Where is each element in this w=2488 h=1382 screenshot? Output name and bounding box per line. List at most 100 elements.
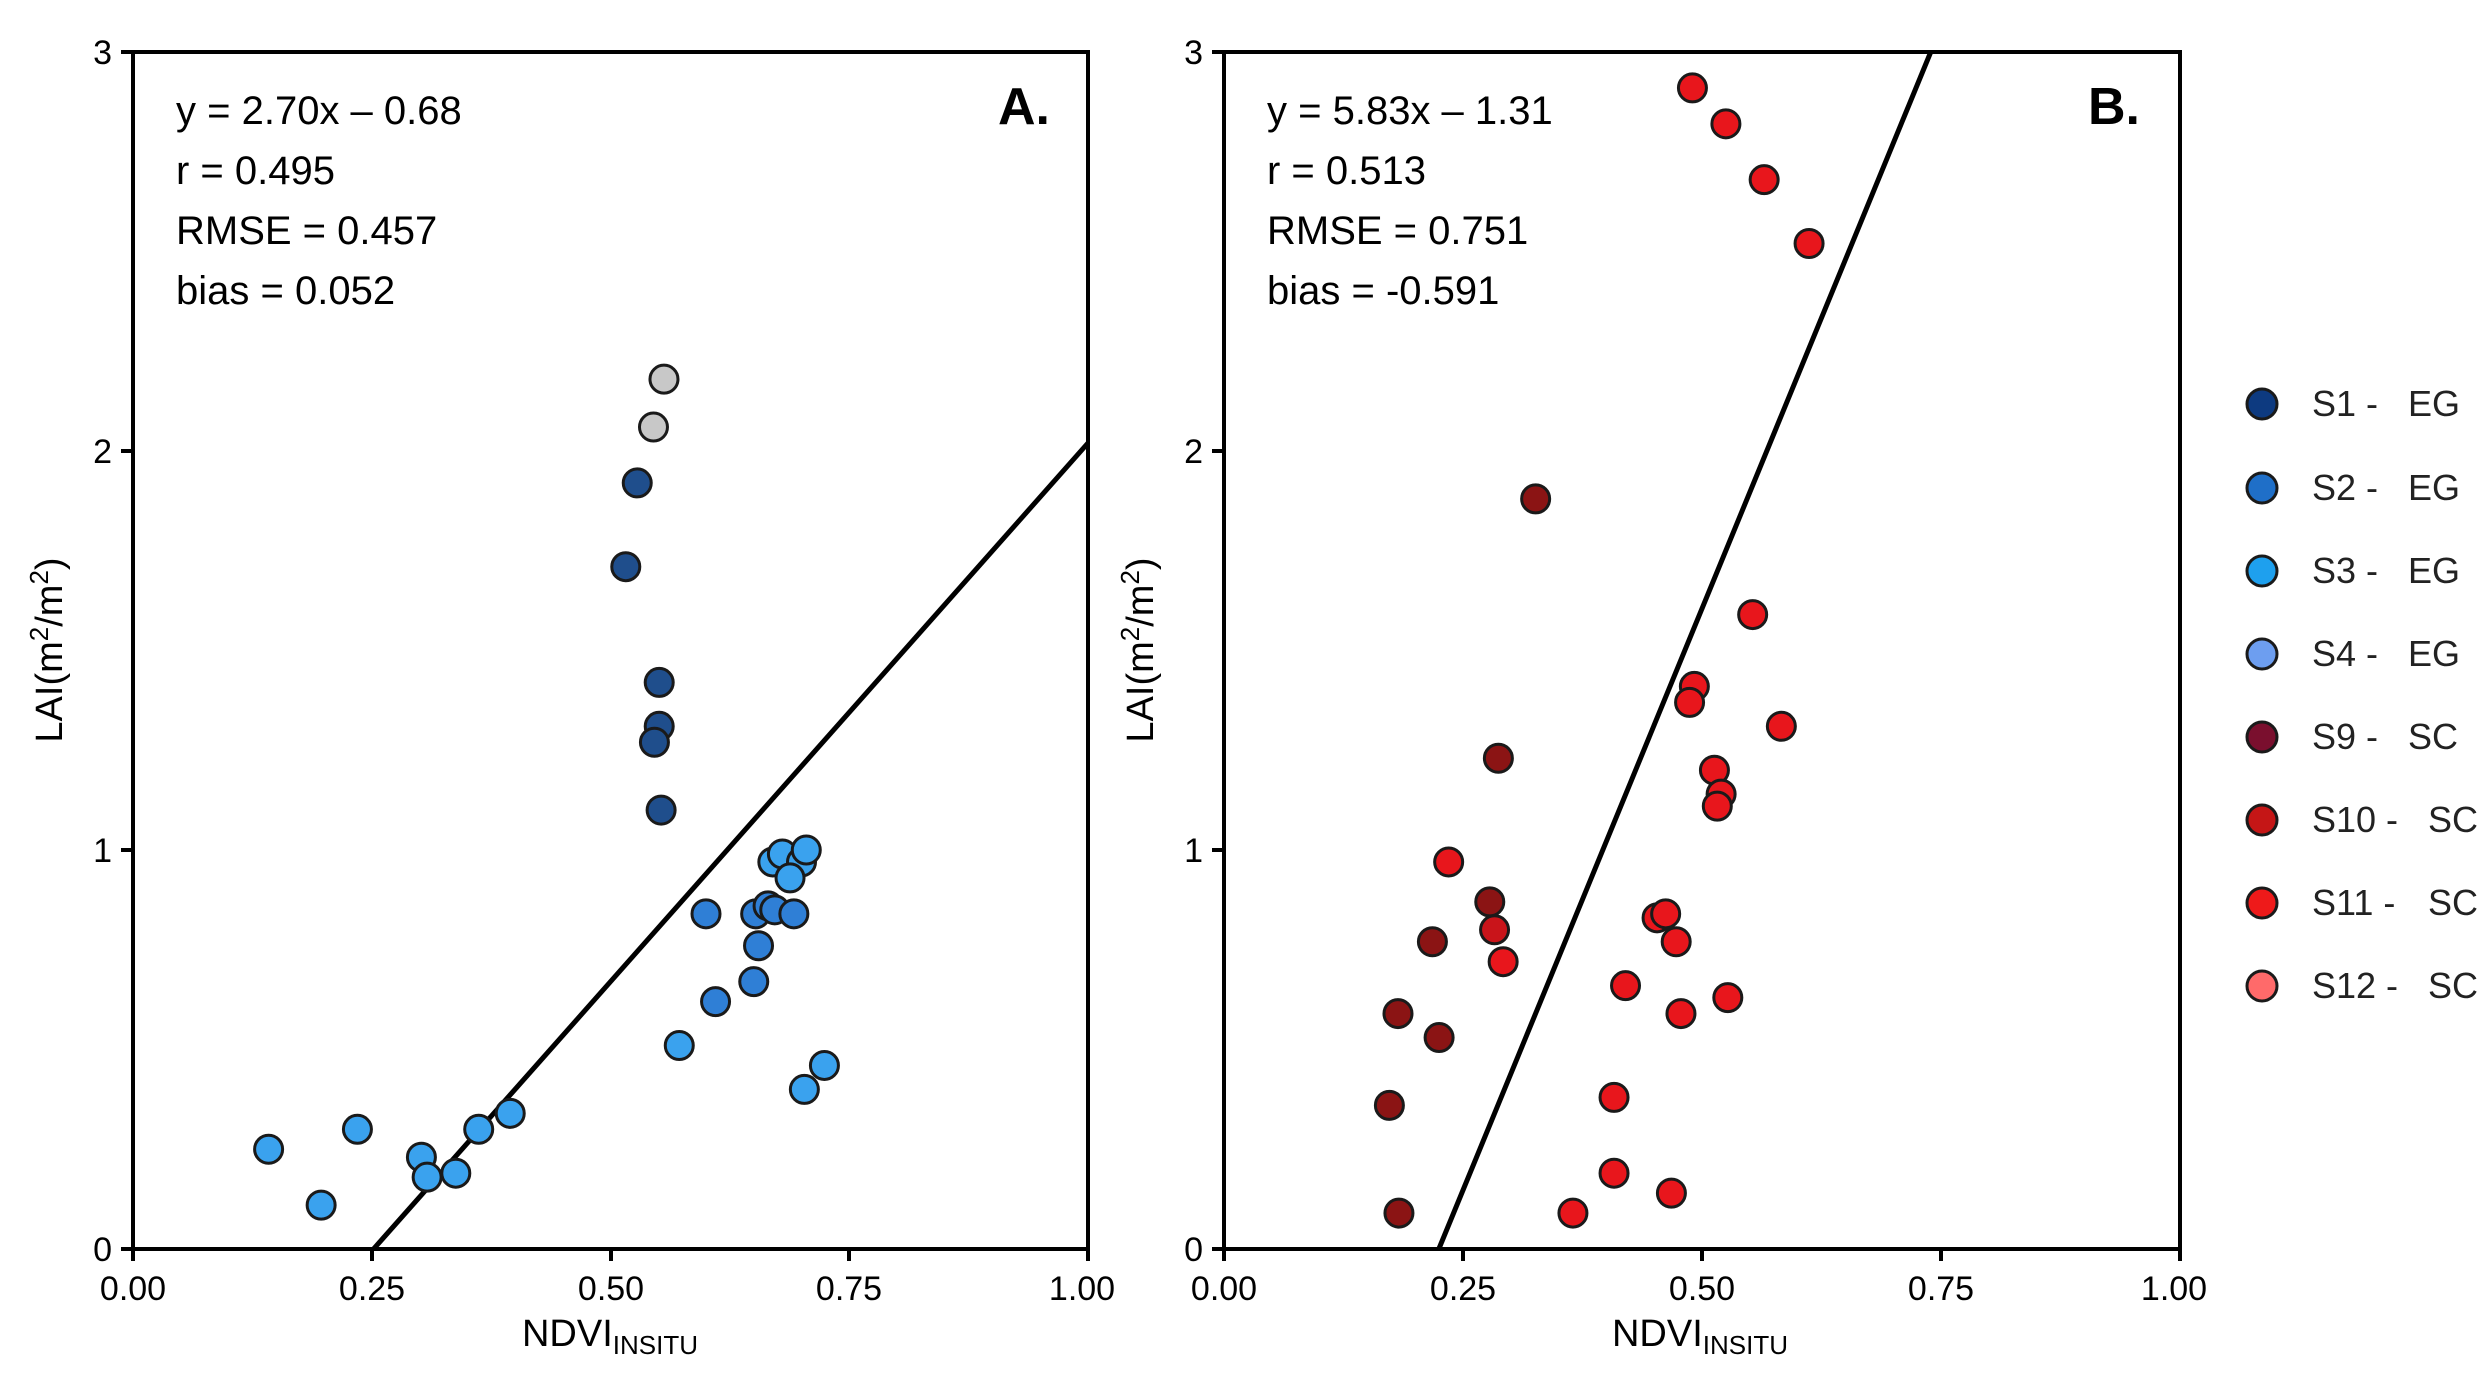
panel-a-point-s2 — [743, 930, 775, 962]
panel-b-point-s11 — [1655, 1177, 1687, 1209]
panel-a-point-s1 — [638, 726, 670, 758]
panel-a-point-grey — [637, 411, 669, 443]
panel-a-point-s3 — [463, 1113, 495, 1145]
legend-marker — [2245, 554, 2279, 588]
panel-b-point-s11 — [1674, 686, 1706, 718]
panel-b-point-s11 — [1701, 790, 1733, 822]
legend-site-label: S3 - — [2312, 550, 2378, 591]
panel-b-point-s10 — [1479, 914, 1511, 946]
panel-b-point-s11 — [1610, 970, 1642, 1002]
legend-site-label: S1 - — [2312, 383, 2378, 424]
panel-a-r-value: r = 0.495 — [176, 149, 335, 193]
legend-site-label: S9 - — [2312, 716, 2378, 757]
panel-b-r-value: r = 0.513 — [1267, 149, 1426, 193]
panel-a-point-s3 — [305, 1189, 337, 1221]
panel-a-point-grey — [648, 363, 680, 395]
legend: S1 - EG S2 - EG S3 - EG S4 - EG S9 - SC … — [2245, 383, 2478, 1006]
panel-b-ytick-label: 0 — [1184, 1231, 1203, 1269]
legend-marker — [2245, 387, 2279, 421]
panel-a-xtick-label: 0.50 — [578, 1270, 644, 1308]
legend-class-label: EG — [2408, 383, 2460, 424]
panel-a-points — [253, 363, 840, 1221]
panel-a-point-s3 — [494, 1097, 526, 1129]
panel-b-point-s11 — [1710, 108, 1742, 140]
panel-b: 0 1 2 3 0.00 0.25 0.50 0.75 1.00 NDVIINS… — [1115, 34, 2207, 1360]
panel-b-points — [1373, 72, 1825, 1229]
panel-b-point-s9 — [1520, 483, 1552, 515]
panel-a-point-s1 — [621, 467, 653, 499]
panel-b-x-axis-title: NDVIINSITU — [1612, 1313, 1788, 1360]
panel-b-point-s11 — [1433, 846, 1465, 878]
panel-b-point-s11 — [1660, 926, 1692, 958]
legend-class-label: EG — [2408, 633, 2460, 674]
panel-a-point-s3 — [774, 862, 806, 894]
panel-a-label: A. — [998, 78, 1050, 136]
panel-b-point-s9 — [1416, 926, 1448, 958]
panel-b-xtick-label: 0.00 — [1191, 1270, 1257, 1308]
panel-b-point-s11 — [1665, 998, 1697, 1030]
panel-a-point-s2 — [778, 898, 810, 930]
legend-marker — [2245, 969, 2279, 1003]
panel-b-point-s11 — [1748, 164, 1780, 196]
panel-a-ytick-label: 3 — [93, 34, 112, 72]
panel-a-ytick-label: 2 — [93, 433, 112, 471]
panel-b-label: B. — [2088, 78, 2140, 136]
legend-marker — [2245, 886, 2279, 920]
panel-a-y-axis-title: LAI(m2/m2) — [24, 557, 71, 742]
panel-a-ytick-label: 1 — [93, 832, 112, 870]
panel-a-equation: y = 2.70x – 0.68 — [176, 89, 462, 133]
panel-a-point-s3 — [808, 1049, 840, 1081]
panel-b-fit-line — [1436, 51, 1934, 1250]
panel-b-point-s11 — [1487, 946, 1519, 978]
panel-b-xtick-label: 0.25 — [1430, 1270, 1496, 1308]
panel-b-equation: y = 5.83x – 1.31 — [1267, 89, 1553, 133]
legend-site-label: S10 - — [2312, 799, 2398, 840]
legend-class-label: SC — [2428, 965, 2478, 1006]
panel-b-xtick-label: 0.75 — [1908, 1270, 1974, 1308]
panel-b-ytick-label: 1 — [1184, 832, 1203, 870]
legend-class-label: EG — [2408, 550, 2460, 591]
panel-b-xtick-label: 1.00 — [2141, 1270, 2207, 1308]
legend-marker — [2245, 720, 2279, 754]
panel-a-point-s2 — [700, 986, 732, 1018]
panel-a-point-s3 — [411, 1161, 443, 1193]
panel-b-point-s11 — [1712, 982, 1744, 1014]
legend-class-label: SC — [2428, 882, 2478, 923]
legend-marker — [2245, 803, 2279, 837]
panel-b-ytick-label: 2 — [1184, 433, 1203, 471]
panel-b-point-s9 — [1482, 742, 1514, 774]
legend-site-label: S12 - — [2312, 965, 2398, 1006]
panel-a-point-s3 — [341, 1113, 373, 1145]
panel-b-point-s11 — [1737, 599, 1769, 631]
panel-a-x-axis-title: NDVIINSITU — [522, 1313, 698, 1360]
panel-a-point-s1 — [643, 666, 675, 698]
panel-a-point-s1 — [610, 551, 642, 583]
panel-a-ytick-label: 0 — [93, 1231, 112, 1269]
panel-a-rmse: RMSE = 0.457 — [176, 209, 437, 253]
legend-marker — [2245, 637, 2279, 671]
panel-a-bias: bias = 0.052 — [176, 269, 395, 313]
panel-a-point-s3 — [663, 1030, 695, 1062]
panel-b-bias: bias = -0.591 — [1267, 269, 1499, 313]
panel-b-point-s9 — [1373, 1089, 1405, 1121]
panel-a-point-s2 — [738, 966, 770, 998]
panel-a-point-s3 — [253, 1133, 285, 1165]
panel-b-point-s11 — [1557, 1197, 1589, 1229]
panel-b-point-s11 — [1650, 898, 1682, 930]
panel-a-point-s3 — [790, 834, 822, 866]
panel-a-xtick-label: 0.25 — [339, 1270, 405, 1308]
panel-b-point-s11 — [1765, 710, 1797, 742]
panel-a-xtick-label: 0.00 — [100, 1270, 166, 1308]
panel-b-point-s11 — [1598, 1157, 1630, 1189]
panel-b-y-axis-title: LAI(m2/m2) — [1115, 557, 1162, 742]
panel-b-point-s11 — [1598, 1081, 1630, 1113]
panel-b-point-s9 — [1383, 1197, 1415, 1229]
panel-b-point-s9 — [1423, 1022, 1455, 1054]
panel-b-point-s11 — [1676, 72, 1708, 104]
legend-marker — [2245, 471, 2279, 505]
panel-a-xtick-label: 1.00 — [1049, 1270, 1115, 1308]
legend-class-label: EG — [2408, 467, 2460, 508]
legend-site-label: S2 - — [2312, 467, 2378, 508]
panel-a: 0 1 2 3 0.00 0.25 0.50 0.75 1.00 NDVIINS… — [24, 34, 1115, 1360]
